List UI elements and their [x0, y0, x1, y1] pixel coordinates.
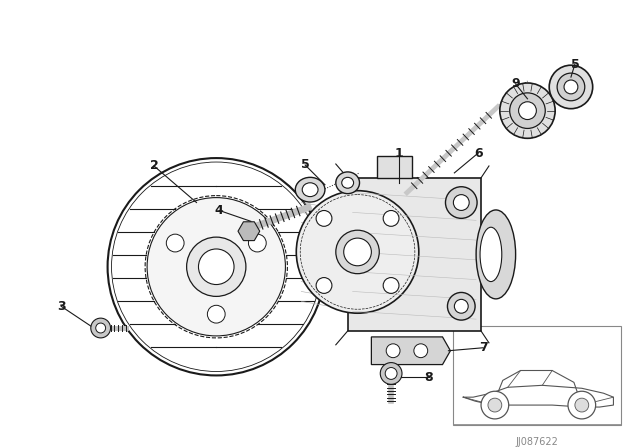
Circle shape [564, 80, 578, 94]
Circle shape [509, 93, 545, 129]
Ellipse shape [447, 293, 475, 320]
Circle shape [91, 318, 111, 338]
Text: 6: 6 [474, 146, 483, 159]
Ellipse shape [336, 172, 360, 194]
Text: 4: 4 [215, 204, 223, 217]
Circle shape [385, 367, 397, 379]
Circle shape [383, 278, 399, 293]
Circle shape [198, 249, 234, 284]
Text: 9: 9 [511, 78, 520, 90]
Text: 8: 8 [424, 371, 433, 384]
Circle shape [386, 344, 400, 358]
Circle shape [383, 211, 399, 226]
Text: 1: 1 [395, 146, 403, 159]
Circle shape [166, 234, 184, 252]
Ellipse shape [454, 299, 468, 313]
Circle shape [147, 198, 285, 336]
Polygon shape [378, 156, 412, 178]
Text: 5: 5 [301, 159, 310, 172]
Text: 3: 3 [57, 300, 65, 313]
Ellipse shape [476, 210, 516, 299]
Ellipse shape [480, 227, 502, 282]
Text: 7: 7 [479, 341, 488, 354]
Circle shape [336, 230, 380, 274]
Circle shape [414, 344, 428, 358]
Circle shape [575, 398, 589, 412]
Ellipse shape [453, 194, 469, 211]
Circle shape [316, 211, 332, 226]
Circle shape [248, 234, 266, 252]
Circle shape [108, 158, 325, 375]
Ellipse shape [445, 187, 477, 218]
Text: 2: 2 [150, 159, 158, 172]
Bar [453, 326, 621, 425]
Circle shape [316, 278, 332, 293]
Circle shape [557, 73, 585, 101]
Circle shape [187, 237, 246, 297]
Circle shape [518, 102, 536, 120]
Polygon shape [238, 222, 260, 241]
Circle shape [207, 305, 225, 323]
Ellipse shape [295, 177, 325, 202]
Circle shape [96, 323, 106, 333]
Polygon shape [371, 337, 451, 365]
Text: JJ087622: JJ087622 [516, 437, 559, 447]
Circle shape [549, 65, 593, 109]
Circle shape [568, 391, 596, 419]
Circle shape [344, 238, 371, 266]
Circle shape [488, 398, 502, 412]
Circle shape [296, 191, 419, 313]
Ellipse shape [342, 177, 353, 188]
Text: 5: 5 [570, 58, 579, 71]
Bar [348, 178, 481, 331]
Circle shape [500, 83, 555, 138]
Circle shape [481, 391, 509, 419]
Circle shape [380, 362, 402, 384]
Ellipse shape [302, 183, 318, 197]
